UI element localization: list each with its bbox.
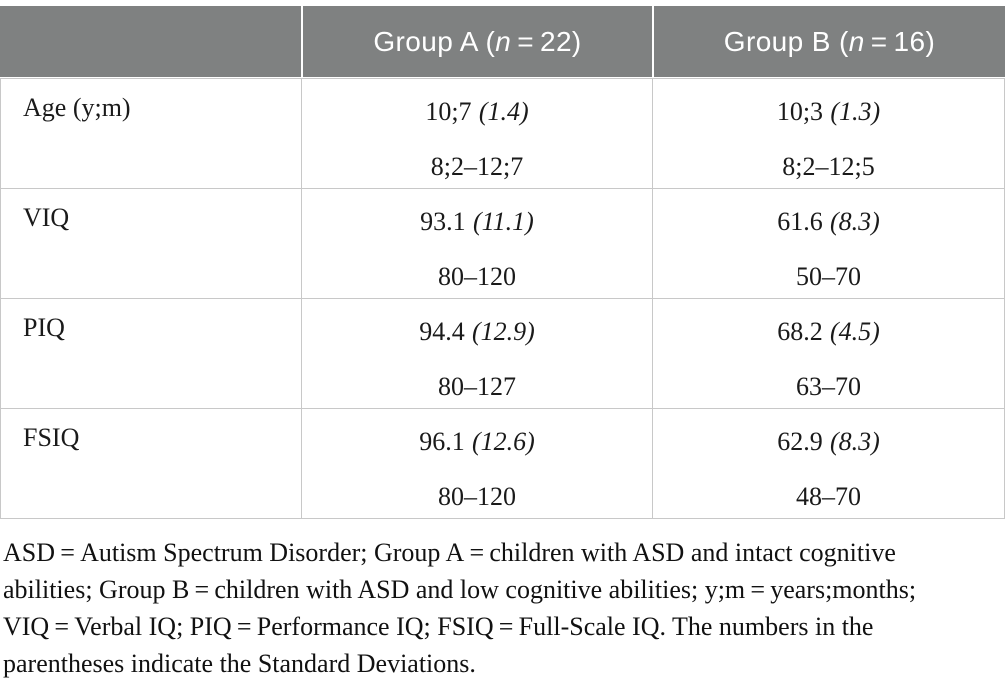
header-group-b-prefix: Group B ( (723, 25, 849, 57)
sd-value: (1.4) (478, 97, 529, 126)
footnote-line: parentheses indicate the Standard Deviat… (3, 649, 476, 678)
table-row-fsiq: FSIQ 96.1 (12.6) 80–120 62.9 (8.3) 48–70 (1, 409, 1004, 519)
sd-value: (11.1) (472, 207, 534, 236)
header-cell-group-a: Group A (n = 22) (301, 6, 652, 77)
header-group-a-suffix: = 22) (511, 25, 582, 57)
table-footnote: ASD = Autism Spectrum Disorder; Group A … (0, 534, 1005, 682)
header-cell-empty (0, 6, 301, 77)
range-value: 63–70 (796, 372, 861, 401)
sd-value: (12.9) (471, 317, 535, 346)
table-row-piq: PIQ 94.4 (12.9) 80–127 68.2 (4.5) 63–70 (1, 299, 1004, 409)
mean-value: 93.1 (420, 207, 466, 236)
cell-age-group-b: 10;3 (1.3) 8;2–12;5 (652, 79, 1004, 188)
range-value: 80–120 (438, 262, 516, 291)
range-value: 80–127 (438, 372, 516, 401)
mean-value: 62.9 (777, 427, 823, 456)
footnote-line: ASD = Autism Spectrum Disorder; Group A … (3, 538, 896, 567)
header-group-a-n: n (495, 25, 512, 57)
mean-value: 94.4 (419, 317, 465, 346)
header-group-b-suffix: = 16) (864, 25, 936, 57)
cell-viq-group-a: 93.1 (11.1) 80–120 (301, 189, 652, 298)
table-header-row: Group A (n = 22) Group B (n = 16) (0, 6, 1005, 77)
row-label: FSIQ (23, 423, 80, 452)
range-value: 8;2–12;7 (430, 152, 524, 181)
mean-value: 96.1 (419, 427, 465, 456)
cell-fsiq-group-b: 62.9 (8.3) 48–70 (652, 409, 1004, 518)
mean-value: 68.2 (777, 317, 823, 346)
range-value: 48–70 (796, 482, 861, 511)
sd-value: (8.3) (829, 427, 880, 456)
sd-value: (8.3) (829, 207, 880, 236)
footnote-line: abilities; Group B = children with ASD a… (3, 575, 917, 604)
row-label: PIQ (23, 313, 65, 342)
row-label: Age (y;m) (23, 93, 131, 122)
cell-viq-group-b: 61.6 (8.3) 50–70 (652, 189, 1004, 298)
sd-value: (12.6) (471, 427, 535, 456)
cell-piq-group-b: 68.2 (4.5) 63–70 (652, 299, 1004, 408)
header-cell-group-b: Group B (n = 16) (652, 6, 1005, 77)
cell-fsiq-group-a: 96.1 (12.6) 80–120 (301, 409, 652, 518)
range-value: 50–70 (796, 262, 861, 291)
mean-value: 10;3 (776, 97, 824, 126)
header-group-b-n: n (848, 25, 865, 57)
table-body: Age (y;m) 10;7 (1.4) 8;2–12;7 10;3 (1.3) 8… (0, 78, 1005, 519)
sd-value: (1.3) (830, 97, 881, 126)
sd-value: (4.5) (829, 317, 880, 346)
table-row-age: Age (y;m) 10;7 (1.4) 8;2–12;7 10;3 (1.3) 8… (1, 79, 1004, 189)
cell-piq-group-a: 94.4 (12.9) 80–127 (301, 299, 652, 408)
table-row-viq: VIQ 93.1 (11.1) 80–120 61.6 (8.3) 50–70 (1, 189, 1004, 299)
footnote-line: VIQ = Verbal IQ; PIQ = Performance IQ; F… (3, 612, 874, 641)
mean-value: 61.6 (777, 207, 823, 236)
row-label: VIQ (23, 203, 70, 232)
header-group-a-prefix: Group A ( (373, 25, 496, 57)
mean-value: 10;7 (425, 97, 472, 126)
cell-age-group-a: 10;7 (1.4) 8;2–12;7 (301, 79, 652, 188)
range-value: 80–120 (438, 482, 516, 511)
range-value: 8;2–12;5 (782, 152, 875, 181)
